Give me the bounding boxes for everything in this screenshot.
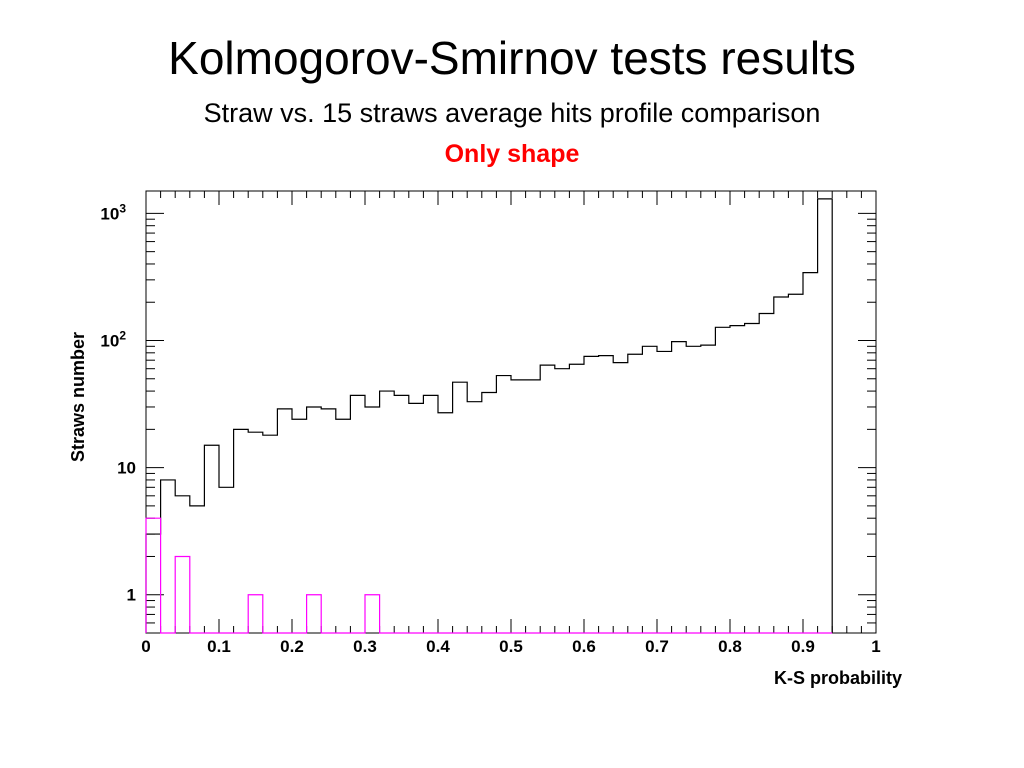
histogram-bin xyxy=(774,297,789,633)
histogram-bin xyxy=(788,294,803,633)
histogram-bin xyxy=(672,342,687,633)
x-tick-label: 0.4 xyxy=(426,637,450,656)
histogram-bin xyxy=(599,356,614,633)
histogram-bin xyxy=(234,429,249,633)
histogram-bin xyxy=(759,314,774,633)
histogram-bin xyxy=(307,595,322,633)
x-tick-label: 0.8 xyxy=(718,637,742,656)
x-axis-label: K-S probability xyxy=(774,668,902,688)
slide-subtitle: Straw vs. 15 straws average hits profile… xyxy=(203,98,821,128)
histogram-bin xyxy=(613,363,628,633)
histogram-bin xyxy=(438,413,453,633)
x-tick-label: 0.2 xyxy=(280,637,304,656)
x-tick-label: 0.1 xyxy=(207,637,231,656)
histogram-bin xyxy=(745,324,760,633)
histogram-bin xyxy=(423,395,438,633)
histogram-bin xyxy=(219,487,234,633)
histogram-bin xyxy=(453,382,468,633)
x-tick-label: 0.5 xyxy=(499,637,523,656)
histogram-bin xyxy=(555,369,570,633)
histogram-bin xyxy=(409,403,424,633)
histogram-bin xyxy=(657,351,672,633)
histogram-series xyxy=(145,198,833,634)
x-tick-label: 0.9 xyxy=(791,637,815,656)
histogram-bin xyxy=(540,365,555,633)
x-tick-label: 0.7 xyxy=(645,637,669,656)
y-tick-label: 102 xyxy=(100,329,126,351)
histogram-bin xyxy=(715,327,730,633)
histogram-bin xyxy=(482,392,497,633)
y-axis-label: Straws number xyxy=(68,332,88,462)
histogram-bin xyxy=(803,273,818,633)
histogram-series-1 xyxy=(145,517,833,634)
histogram-bin xyxy=(277,409,292,633)
histogram-bin xyxy=(701,345,716,633)
x-tick-label: 0.6 xyxy=(572,637,596,656)
y-tick-labels: 1 10 102 103 xyxy=(100,201,136,604)
y-tick-label: 103 xyxy=(100,201,126,223)
histogram-bin xyxy=(321,409,336,633)
histogram-bin xyxy=(511,380,526,633)
x-tick-label: 0 xyxy=(141,637,150,656)
histogram-bin xyxy=(526,380,541,633)
y-tick-label: 10 xyxy=(117,459,136,478)
histogram-bin xyxy=(365,595,380,633)
x-tick-label: 0.3 xyxy=(353,637,377,656)
histogram-bin xyxy=(584,356,599,633)
histogram-bin xyxy=(263,435,278,633)
histogram-bin xyxy=(569,364,584,633)
slide-note: Only shape xyxy=(444,140,580,168)
histogram-bin xyxy=(496,376,511,633)
y-tick-label: 1 xyxy=(127,586,136,605)
x-tick-labels: 0 0.1 0.2 0.3 0.4 0.5 0.6 0.7 0.8 0.9 1 xyxy=(141,637,880,656)
histogram-bin xyxy=(467,402,482,633)
histogram-bin xyxy=(628,354,643,633)
histogram-bin xyxy=(248,595,263,633)
histogram-bin xyxy=(730,326,745,633)
histogram-bin xyxy=(146,518,161,633)
histogram-series-0 xyxy=(145,198,833,633)
histogram-bin xyxy=(175,556,190,633)
histogram-bin xyxy=(394,395,409,633)
histogram-bin xyxy=(642,346,657,633)
histogram-bin xyxy=(204,445,219,633)
histogram-bin xyxy=(380,391,395,633)
histogram-bin xyxy=(336,419,351,633)
histogram-bin xyxy=(161,480,176,633)
histogram-bin xyxy=(686,346,701,633)
histogram-bin xyxy=(292,419,307,633)
x-tick-label: 1 xyxy=(871,637,880,656)
histogram-bin xyxy=(190,506,205,633)
histogram-bin xyxy=(350,395,365,633)
histogram-bin xyxy=(818,199,833,633)
slide-title: Kolmogorov-Smirnov tests results xyxy=(168,32,856,84)
